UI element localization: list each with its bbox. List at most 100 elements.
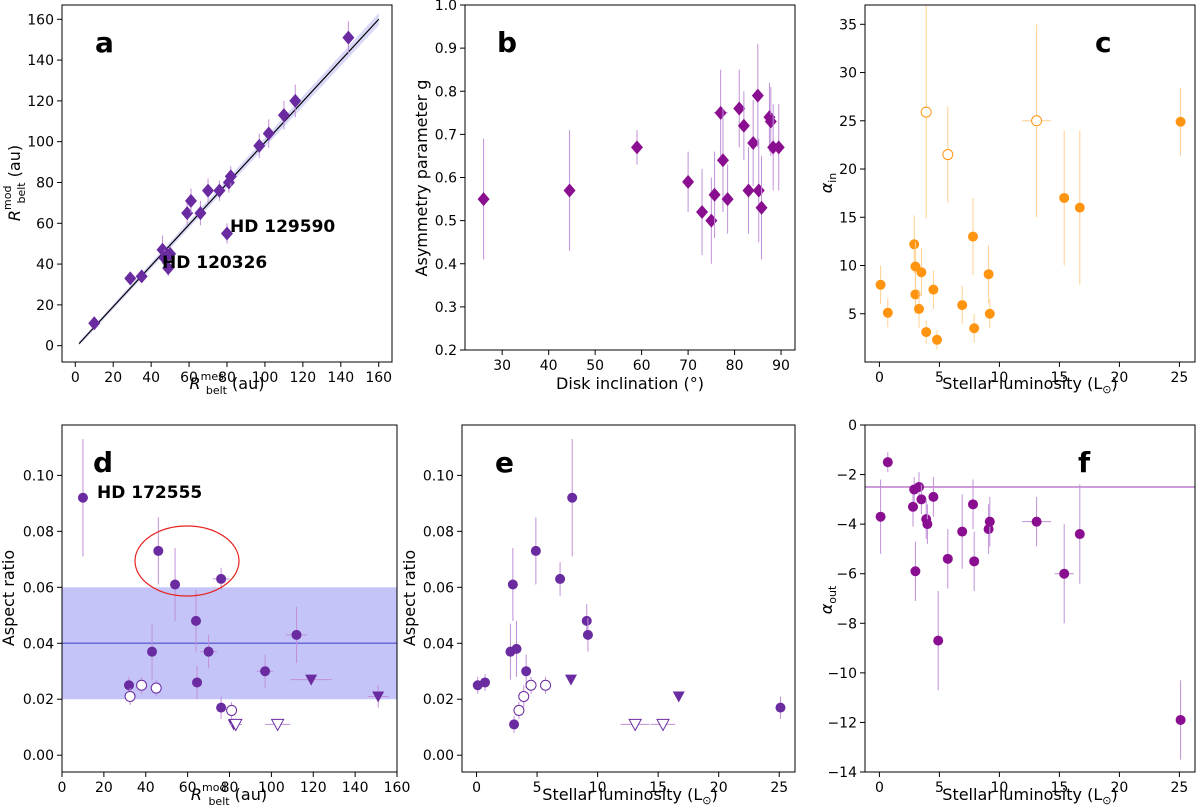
x-tick-label: 80 [221, 780, 239, 796]
panel-a-frame [61, 4, 393, 363]
data-point [921, 327, 932, 338]
data-point [875, 279, 886, 290]
x-tick-label: 15 [649, 780, 667, 796]
panel-e-xlabel: Stellar luminosity (L⊙) [542, 785, 717, 805]
data-point [213, 183, 226, 198]
y-tick-label: 0.02 [423, 692, 454, 708]
x-tick-label: 5 [533, 780, 542, 796]
data-point [882, 457, 893, 468]
data-point [914, 303, 924, 314]
data-point [908, 501, 918, 512]
data-point [942, 553, 953, 564]
data-point [1175, 116, 1186, 127]
data-point [511, 643, 522, 654]
data-point [1059, 568, 1070, 579]
panel-b-label: b [497, 26, 517, 59]
data-point [289, 93, 302, 108]
panel-e: 0 5 10 15 20 25 0.00 0.02 0.04 0.06 0.08 0.10 e Ste… [400, 424, 796, 805]
y-tick-label: 0.08 [23, 524, 54, 540]
data-point [530, 545, 541, 556]
data-point-open [942, 149, 954, 161]
data-point [755, 200, 768, 215]
data-point [216, 702, 227, 713]
data-point [1031, 516, 1042, 527]
data-point-open [513, 704, 525, 716]
data-point [764, 114, 777, 129]
upper-limit-marker-open [270, 718, 285, 732]
x-tick-label: 120 [300, 780, 327, 796]
y-tick-label: −12 [827, 715, 857, 731]
x-tick-label: 0 [71, 370, 80, 386]
data-point [582, 629, 593, 640]
panel-d: 0 20 40 60 80 100 120 140 160 0.00 0.02 0.04 0.06 0.0… [0, 424, 411, 805]
panel-e-plot-area: 0 5 10 15 20 25 0.00 0.02 0.04 0.06 0.08 0.10 [423, 438, 788, 796]
x-tick-label: 10 [990, 370, 1008, 386]
y-tick-label: 1.0 [435, 0, 457, 14]
y-tick-label: 0.4 [435, 257, 457, 273]
data-point [933, 635, 944, 646]
data-point [751, 88, 764, 103]
y-tick-label: 20 [36, 298, 54, 314]
data-point [135, 269, 148, 284]
y-tick-label: 160 [27, 12, 54, 28]
data-point [216, 573, 227, 584]
y-tick-label: 100 [27, 135, 54, 151]
data-point [682, 174, 695, 189]
x-tick-label: 140 [327, 370, 354, 386]
panel-d-label: d [93, 446, 113, 479]
highlight-circle [134, 525, 240, 597]
panel-f-frame [864, 424, 1196, 773]
x-tick-label: 160 [384, 780, 411, 796]
data-point [277, 108, 290, 123]
y-tick-label: 0.2 [435, 343, 457, 359]
panel-b-xlabel: Disk inclination (°) [556, 374, 704, 393]
data-point-open [136, 679, 148, 691]
panel-f-plot-area: 0 5 10 15 20 25 −14 −12 −10 −8 −6 −4 −2 0 [827, 418, 1195, 796]
y-tick-label: 0.00 [423, 748, 454, 764]
data-point [253, 138, 266, 153]
y-tick-label: 0.8 [435, 84, 457, 100]
x-tick-label: 80 [218, 370, 236, 386]
x-tick-label: 15 [1050, 370, 1068, 386]
data-point [983, 269, 994, 280]
data-point [164, 246, 177, 261]
y-tick-label: 80 [36, 175, 54, 191]
data-point [983, 524, 994, 535]
data-point [910, 289, 921, 300]
data-point [882, 307, 893, 318]
panel-c-plot-area: 0 5 10 15 20 25 5 10 15 20 25 30 35 [839, 5, 1188, 386]
x-tick-label: 20 [710, 780, 728, 796]
data-point-open [540, 679, 552, 691]
y-tick-label: 0.7 [435, 127, 457, 143]
panel-b-plot-area: 30 40 50 60 70 80 90 0.2 0.3 0.4 0.5 0.6 0.7 0.8 0.9 1.… [435, 0, 790, 374]
panel-c-label: c [1095, 26, 1112, 59]
x-tick-label: 30 [493, 358, 511, 374]
x-tick-label: 140 [342, 780, 369, 796]
x-tick-label: 0 [875, 780, 884, 796]
y-tick-label: −10 [827, 666, 857, 682]
data-point [714, 105, 727, 120]
data-point [291, 629, 302, 640]
x-tick-label: 20 [1110, 370, 1128, 386]
panel-c-xlabel: Stellar luminosity (L⊙) [942, 374, 1117, 396]
panel-c-frame [864, 4, 1196, 363]
x-tick-label: 20 [104, 370, 122, 386]
data-point [968, 499, 978, 510]
x-tick-label: 25 [770, 780, 788, 796]
y-tick-label: −4 [836, 517, 857, 533]
annotation-hd172555: HD 172555 [97, 483, 202, 503]
data-point [194, 206, 207, 221]
data-point [708, 187, 721, 202]
data-point [775, 702, 786, 713]
y-tick-label: 0.6 [435, 171, 457, 187]
data-point [747, 136, 760, 150]
data-point [567, 492, 578, 503]
panel-e-ylabel: Aspect ratio [400, 550, 419, 646]
panel-f: 0 5 10 15 20 25 −14 −12 −10 −8 −6 −4 −2 0 f Stellar l… [817, 418, 1196, 805]
data-point [191, 615, 201, 626]
y-tick-label: 0 [848, 418, 857, 434]
panel-a: 0 20 40 60 80 100 120 140 160 0 20 40 60 80 100 120 140 1… [1, 4, 393, 397]
y-tick-label: 25 [839, 114, 857, 130]
data-point [916, 267, 927, 278]
